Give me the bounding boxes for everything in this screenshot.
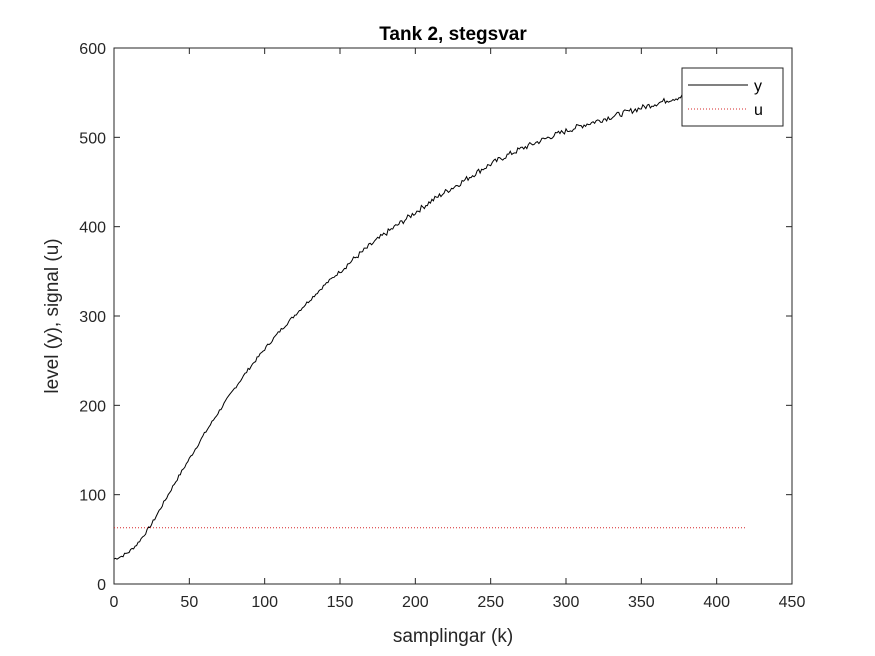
y-tick-label: 400	[79, 220, 106, 237]
plot-area	[113, 47, 793, 585]
chart-title: Tank 2, stegsvar	[379, 24, 527, 45]
x-tick-label: 300	[553, 594, 580, 611]
x-tick-label: 50	[180, 594, 198, 611]
x-tick-label: 100	[251, 594, 278, 611]
x-tick-label: 250	[477, 594, 504, 611]
y-axis: 0 100 200 300 400 500 600	[79, 41, 792, 594]
y-tick-label: 100	[79, 488, 106, 505]
series-line-y	[113, 93, 687, 560]
legend-label-y: y	[754, 78, 762, 95]
legend: yu	[681, 67, 784, 127]
x-tick-label: 400	[703, 594, 730, 611]
axes-box	[113, 47, 793, 585]
x-tick-label: 450	[779, 594, 806, 611]
x-axis-label: samplingar (k)	[393, 626, 513, 647]
legend-label-u: u	[754, 102, 763, 119]
y-tick-label: 300	[79, 309, 106, 326]
x-tick-label: 350	[628, 594, 655, 611]
x-tick-label: 200	[402, 594, 429, 611]
y-tick-label: 200	[79, 398, 106, 415]
y-tick-label: 600	[79, 41, 106, 58]
y-tick-label: 0	[97, 577, 106, 594]
legend-box	[681, 67, 784, 127]
x-tick-label: 150	[327, 594, 354, 611]
y-tick-label: 500	[79, 130, 106, 147]
x-axis: 0 50 100 150 200 250 300 350 400 450	[110, 48, 806, 611]
x-tick-label: 0	[110, 594, 119, 611]
y-axis-label: level (y), signal (u)	[42, 238, 63, 393]
